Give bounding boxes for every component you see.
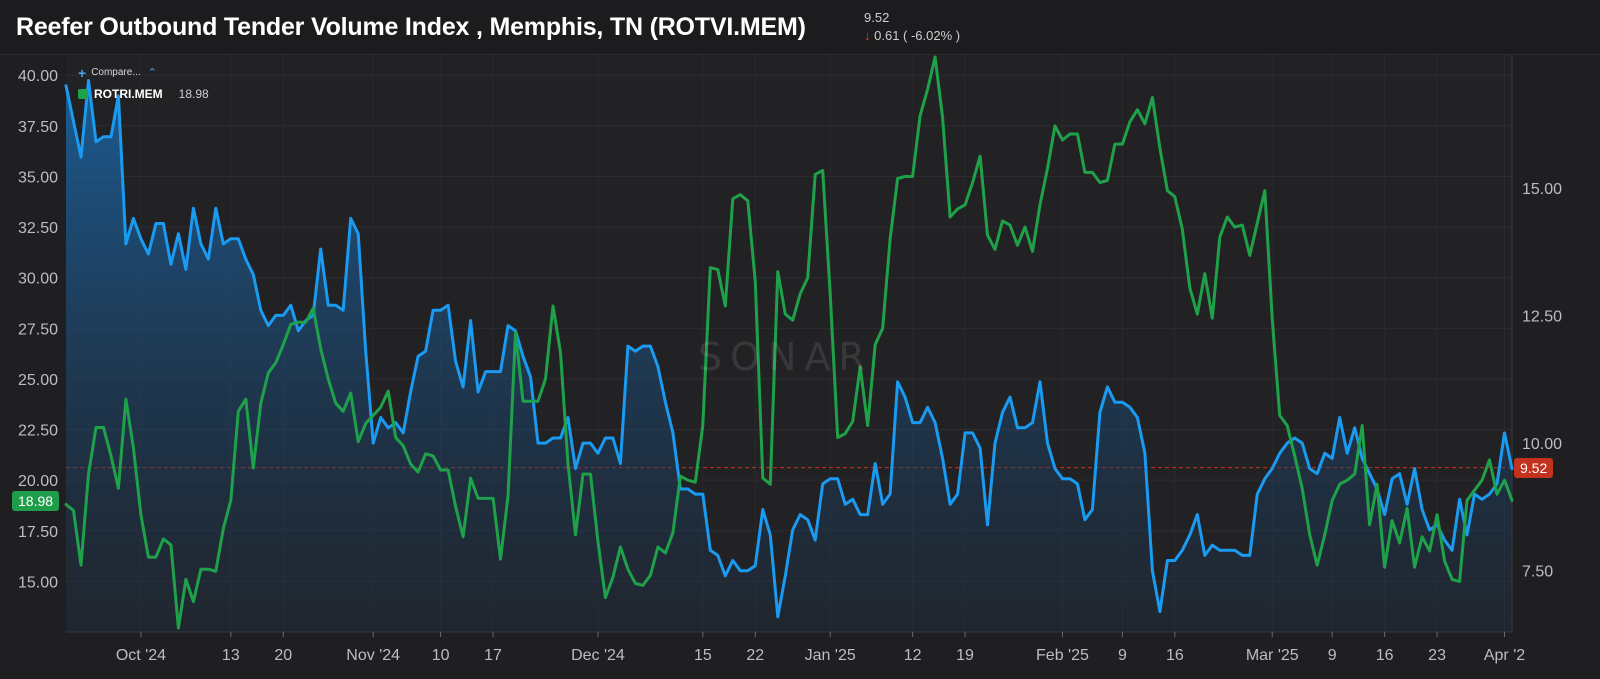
down-arrow-icon: ↓ <box>864 28 871 43</box>
x-tick-label: 13 <box>222 647 240 664</box>
change-value: 0.61 ( -6.02% ) <box>874 28 961 43</box>
legend-series-name: ROTRI.MEM <box>94 87 163 101</box>
chart-header: Reefer Outbound Tender Volume Index , Me… <box>0 0 1600 55</box>
chart-title: Reefer Outbound Tender Volume Index , Me… <box>16 13 806 41</box>
x-tick-label: 10 <box>432 647 450 664</box>
left-tick-label: 35.00 <box>18 169 58 186</box>
change-row: ↓ 0.61 ( -6.02% ) <box>864 28 960 43</box>
last-value: 9.52 <box>864 10 890 25</box>
left-tick-label: 37.50 <box>18 119 58 136</box>
x-tick-label: 9 <box>1118 647 1127 664</box>
x-tick-label: Nov '24 <box>346 647 400 664</box>
legend: + Compare... ⌃ ROTRI.MEM 18.98 <box>78 66 209 101</box>
x-tick-label: Feb '25 <box>1036 647 1089 664</box>
x-tick-label: 16 <box>1376 647 1394 664</box>
compare-button[interactable]: + Compare... ⌃ <box>78 64 209 81</box>
legend-swatch <box>78 89 88 99</box>
series-area-rotvi-mem <box>66 80 1512 632</box>
left-tick-label: 20.00 <box>18 473 58 490</box>
right-axis: 7.50 10.00 12.50 15.00 <box>1522 181 1562 581</box>
left-tick-label: 32.50 <box>18 220 58 237</box>
x-tick-label: 20 <box>274 647 292 664</box>
series-layer <box>64 55 1514 632</box>
x-tick-label: 16 <box>1166 647 1184 664</box>
left-axis: 15.00 17.50 20.00 22.50 25.00 27.50 30.00 32.50… <box>18 68 58 591</box>
x-tick-label: 19 <box>956 647 974 664</box>
legend-item-rotri[interactable]: ROTRI.MEM 18.98 <box>78 87 209 101</box>
quote-summary: 9.52 ↓ 0.61 ( -6.02% ) <box>864 10 960 43</box>
right-tick-label: 12.50 <box>1522 308 1562 325</box>
left-tick-label: 30.00 <box>18 271 58 288</box>
right-tick-label: 10.00 <box>1522 436 1562 453</box>
chevron-up-icon: ⌃ <box>147 67 157 79</box>
x-tick-label: 9 <box>1328 647 1337 664</box>
left-tick-label: 15.00 <box>18 574 58 591</box>
x-tick-label: Mar '25 <box>1246 647 1299 664</box>
x-tick-label: Oct '24 <box>116 647 166 664</box>
sonar-watermark: SONAR <box>698 335 873 379</box>
x-tick-label: 12 <box>904 647 922 664</box>
right-axis-value-badge: 9.52 <box>1514 457 1554 478</box>
left-tick-label: 27.50 <box>18 321 58 338</box>
left-axis-value-badge: 18.98 <box>12 490 60 511</box>
left-tick-label: 25.00 <box>18 372 58 389</box>
legend-series-value: 18.98 <box>178 87 209 101</box>
right-tick-label: 15.00 <box>1522 181 1562 198</box>
x-tick-label: Dec '24 <box>571 647 625 664</box>
x-tick-label: 17 <box>484 647 502 664</box>
x-tick-label: Apr '2 <box>1484 647 1525 664</box>
x-tick-label: 15 <box>694 647 712 664</box>
plus-icon: + <box>78 64 87 81</box>
compare-label: Compare... <box>91 67 141 78</box>
x-tick-label: 23 <box>1428 647 1446 664</box>
x-tick-label: Jan '25 <box>805 647 856 664</box>
left-tick-label: 17.50 <box>18 524 58 541</box>
series-line-rotri-mem[interactable] <box>64 55 1514 630</box>
x-tick-label: 22 <box>746 647 764 664</box>
x-axis: Oct '24 13 20 Nov '24 10 17 Dec '24 15 22 Jan '25… <box>116 632 1525 664</box>
left-tick-label: 22.50 <box>18 423 58 440</box>
left-tick-label: 40.00 <box>18 68 58 85</box>
right-tick-label: 7.50 <box>1522 564 1553 581</box>
